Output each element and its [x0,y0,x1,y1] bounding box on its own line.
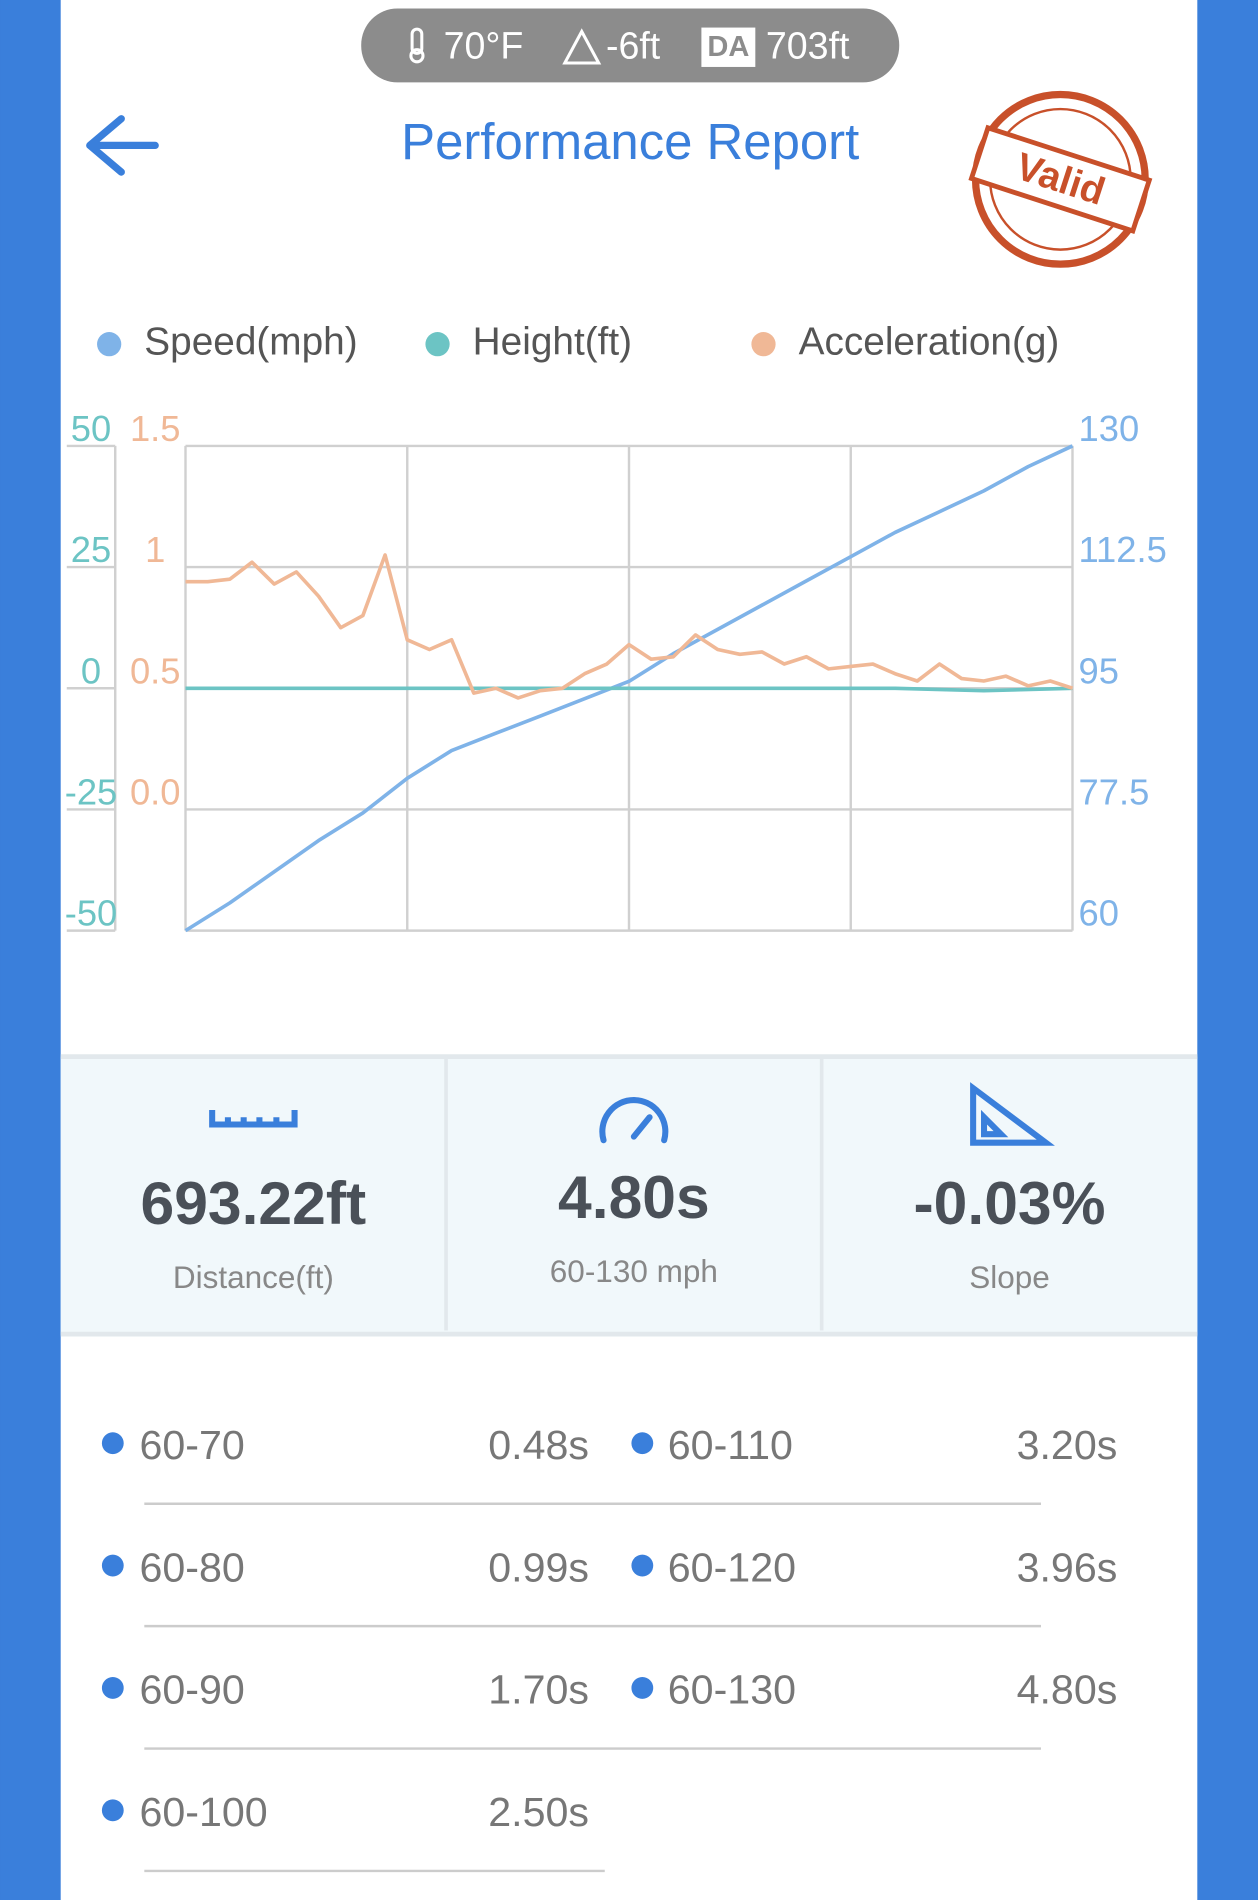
legend-marker [97,332,122,357]
split-dot [631,1554,654,1577]
summary-label: Slope [969,1259,1050,1295]
split-range: 60-110 [668,1422,793,1468]
y-tick-label: 0.5 [130,650,181,691]
split-range: 60-130 [668,1667,796,1713]
temperature: 70°F [444,24,524,66]
slope-icon [970,1082,1055,1146]
split-time: 2.50s [488,1789,589,1835]
split-dot [631,1677,654,1699]
splits: 60-70 0.48s 60-80 0.99s 60-90 1.70s 60-100 2.50… [101,1422,1118,1873]
split-dot [101,1799,124,1822]
y-tick-label: -25 [65,772,118,813]
split-range: 60-70 [139,1422,244,1468]
legend-marker [425,332,450,357]
split-time: 1.70s [488,1667,589,1713]
y-tick-label: -50 [65,893,118,934]
y-tick-label: 0.0 [130,772,181,813]
density-altitude: 703ft [766,24,850,66]
summary-value: 4.80s [558,1163,710,1231]
legend-label: Speed(mph) [144,320,357,363]
y-tick-label: 77.5 [1079,772,1150,813]
summary-value: -0.03% [914,1169,1106,1237]
card [60,0,1198,1900]
da-label: DA [707,31,749,63]
summary-label: Distance(ft) [173,1259,334,1295]
y-tick-label: 60 [1079,893,1119,934]
split-time: 0.48s [488,1422,589,1468]
y-tick-label: 95 [1079,650,1119,691]
summary-label: 60-130 mph [550,1253,718,1289]
y-tick-label: 0 [81,650,101,691]
summary: 693.22ft Distance(ft) 4.80s 60-130 mph -0.03… [141,1163,1106,1295]
split-dot [101,1554,124,1577]
split-range: 60-120 [668,1544,796,1590]
split-range: 60-90 [139,1667,244,1713]
back-button[interactable] [86,115,159,176]
ruler-icon [209,1109,298,1128]
split-time: 4.80s [1017,1667,1118,1713]
series-line [185,553,1074,700]
series-line [184,444,1074,933]
gauge-icon [599,1097,669,1144]
y-tick-label: 112.5 [1079,529,1167,570]
split-dot [101,1432,124,1455]
status-pill [361,8,900,83]
legend-marker [751,332,776,357]
page-title: Performance Report [401,113,859,170]
y-tick-label: 25 [71,529,111,570]
split-range: 60-80 [139,1544,244,1590]
status-icons [409,27,756,67]
summary-value: 693.22ft [141,1169,367,1237]
split-time: 0.99s [488,1544,589,1590]
split-dot [631,1432,654,1455]
split-range: 60-100 [139,1789,267,1835]
split-time: 3.20s [1017,1422,1118,1468]
chart: -50 -25 0 25 50 60 77.5 95 112.5 130 0.0 0.5 1 1.5 Spe… [65,320,1167,933]
series-line [185,686,1073,693]
y-tick-label: 1.5 [130,408,181,449]
legend-label: Height(ft) [473,320,632,363]
elevation: -6ft [606,24,661,66]
y-tick-label: 1 [145,529,165,570]
legend-label: Acceleration(g) [799,320,1060,363]
y-tick-label: 130 [1079,408,1140,449]
y-tick-label: 50 [71,408,111,449]
split-dot [101,1677,124,1699]
split-time: 3.96s [1017,1544,1118,1590]
